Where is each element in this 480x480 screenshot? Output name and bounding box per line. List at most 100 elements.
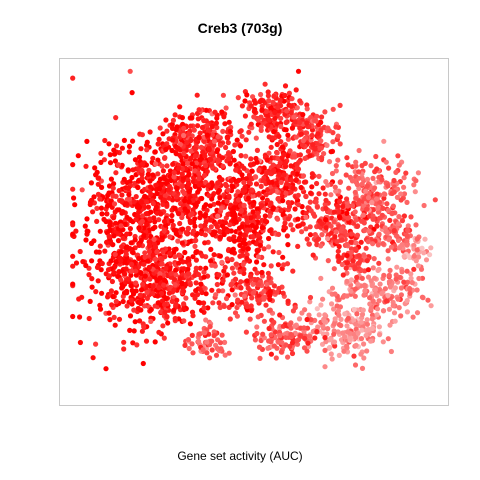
scatter-point xyxy=(129,90,135,96)
scatter-point xyxy=(70,313,76,320)
scatter-point xyxy=(189,332,195,338)
scatter-point xyxy=(163,117,169,123)
scatter-point xyxy=(414,310,421,316)
scatter-point xyxy=(318,302,324,308)
scatter-point xyxy=(219,259,225,265)
scatter-point xyxy=(139,213,145,219)
scatter-point xyxy=(204,339,210,345)
scatter-point xyxy=(92,165,98,171)
scatter-point xyxy=(190,254,196,260)
scatter-point xyxy=(353,163,359,169)
scatter-point xyxy=(217,142,224,148)
scatter-point xyxy=(300,112,306,118)
scatter-point xyxy=(181,132,187,139)
scatter-point xyxy=(325,326,331,332)
scatter-point xyxy=(271,93,277,99)
scatter-point xyxy=(376,298,382,304)
scatter-point xyxy=(230,184,236,190)
scatter-point xyxy=(70,253,76,259)
scatter-point xyxy=(141,261,147,267)
scatter-point xyxy=(322,347,328,353)
scatter-point xyxy=(197,130,203,136)
scatter-point xyxy=(131,307,137,313)
scatter-point xyxy=(247,316,253,322)
scatter-point xyxy=(93,341,99,347)
scatter-point xyxy=(263,192,269,198)
scatter-point xyxy=(225,211,231,218)
scatter-point xyxy=(172,315,178,322)
scatter-point xyxy=(90,209,96,215)
scatter-point xyxy=(285,354,291,360)
scatter-point xyxy=(335,248,341,254)
scatter-point xyxy=(382,191,388,197)
scatter-point xyxy=(179,115,185,121)
scatter-point xyxy=(215,189,221,195)
scatter-point xyxy=(283,342,289,348)
scatter-point xyxy=(192,238,198,244)
scatter-point xyxy=(162,309,168,315)
scatter-point xyxy=(259,203,265,209)
scatter-point xyxy=(223,105,229,111)
scatter-point xyxy=(376,231,382,237)
scatter-point xyxy=(201,300,207,306)
scatter-point xyxy=(87,201,93,208)
scatter-point xyxy=(216,300,222,306)
scatter-point xyxy=(342,311,348,317)
scatter-point xyxy=(395,296,401,302)
scatter-point xyxy=(405,223,411,229)
scatter-point xyxy=(171,170,177,176)
scatter-point xyxy=(344,260,350,266)
scatter-point xyxy=(268,332,274,338)
scatter-point xyxy=(233,261,239,267)
scatter-point xyxy=(411,266,417,272)
scatter-point xyxy=(363,327,369,333)
scatter-point xyxy=(93,249,99,255)
scatter-point xyxy=(309,127,316,133)
scatter-point xyxy=(83,163,89,169)
scatter-point xyxy=(193,257,199,263)
scatter-point xyxy=(161,335,167,341)
scatter-point xyxy=(335,253,341,259)
scatter-point xyxy=(191,127,197,133)
scatter-point xyxy=(321,318,327,324)
scatter-point xyxy=(323,217,329,223)
scatter-point xyxy=(289,177,295,183)
scatter-point xyxy=(209,347,215,353)
scatter-point xyxy=(370,241,376,247)
scatter-point xyxy=(196,299,202,305)
scatter-point xyxy=(210,300,216,306)
scatter-point xyxy=(213,221,219,227)
scatter-point xyxy=(277,312,283,318)
scatter-point xyxy=(156,136,162,142)
scatter-point xyxy=(179,183,185,190)
scatter-point xyxy=(111,215,117,221)
scatter-point xyxy=(164,128,170,134)
scatter-point xyxy=(113,170,119,176)
scatter-point xyxy=(288,109,294,116)
scatter-point xyxy=(138,287,145,293)
scatter-point xyxy=(110,294,116,300)
scatter-point xyxy=(385,207,391,213)
scatter-point xyxy=(295,243,301,249)
scatter-point xyxy=(272,115,278,121)
scatter-point xyxy=(206,193,212,199)
scatter-point xyxy=(264,282,270,288)
scatter-point xyxy=(345,215,351,221)
scatter-point xyxy=(309,174,315,180)
scatter-point xyxy=(226,350,232,356)
scatter-point xyxy=(289,125,295,131)
scatter-point xyxy=(359,163,365,169)
scatter-point xyxy=(377,215,383,221)
scatter-point xyxy=(148,306,154,313)
scatter-point xyxy=(281,172,287,178)
scatter-point xyxy=(70,162,76,168)
scatter-point xyxy=(325,182,331,188)
scatter-point xyxy=(154,278,160,284)
scatter-point xyxy=(188,123,194,129)
scatter-point xyxy=(308,190,314,196)
scatter-point xyxy=(186,257,192,263)
scatter-point xyxy=(203,107,209,113)
scatter-point xyxy=(387,217,393,223)
scatter-point xyxy=(356,169,362,175)
scatter-point xyxy=(275,216,281,222)
